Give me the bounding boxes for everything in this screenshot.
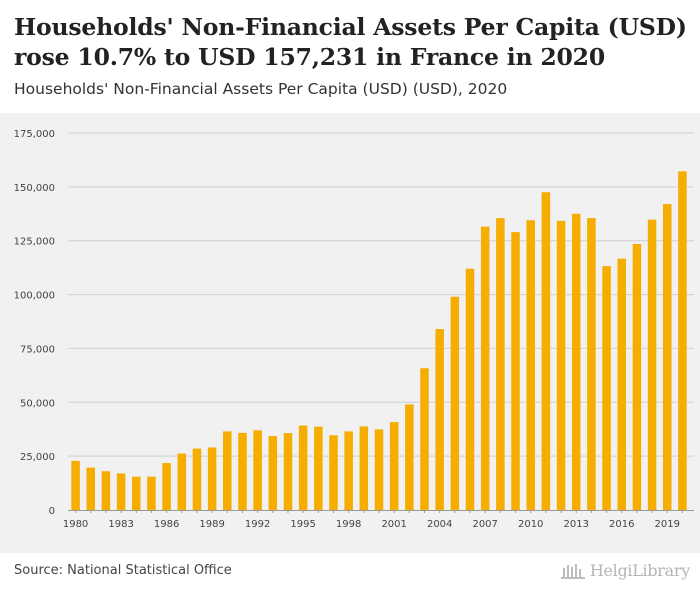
x-tick-label: 1998 bbox=[336, 519, 361, 530]
bar-2017 bbox=[632, 243, 642, 510]
bar-1997 bbox=[329, 435, 338, 510]
bar-2008 bbox=[496, 218, 505, 510]
bar-1996 bbox=[314, 426, 323, 510]
bar-1999 bbox=[359, 426, 369, 510]
bar-2001 bbox=[389, 422, 399, 510]
bar-1983 bbox=[116, 473, 126, 510]
bar-1995 bbox=[298, 425, 308, 510]
bar-1998 bbox=[344, 431, 353, 510]
bar-2006 bbox=[465, 268, 475, 510]
bar-2007 bbox=[480, 226, 490, 510]
x-tick-label: 2013 bbox=[563, 519, 588, 530]
x-tick-label: 1980 bbox=[63, 519, 88, 530]
bar-2011 bbox=[541, 192, 551, 510]
x-tick-label: 1983 bbox=[108, 519, 133, 530]
bar-2015 bbox=[602, 266, 611, 510]
x-tick-label: 1986 bbox=[154, 519, 179, 530]
y-tick-label: 150,000 bbox=[14, 183, 55, 194]
y-tick-label: 75,000 bbox=[20, 344, 55, 355]
library-icon bbox=[560, 563, 585, 579]
bar-2010 bbox=[526, 220, 535, 510]
bar-2018 bbox=[647, 219, 657, 510]
x-tick-label: 1992 bbox=[245, 519, 270, 530]
y-tick-label: 125,000 bbox=[14, 237, 55, 248]
bar-1994 bbox=[283, 433, 293, 510]
x-tick-label: 2007 bbox=[472, 519, 497, 530]
bar-1982 bbox=[101, 471, 111, 510]
x-tick-label: 2001 bbox=[381, 519, 406, 530]
bar-2020 bbox=[678, 171, 687, 510]
bar-1990 bbox=[223, 431, 232, 510]
bar-1987 bbox=[177, 453, 187, 510]
x-tick-label: 2019 bbox=[655, 519, 680, 530]
bar-2000 bbox=[374, 429, 384, 510]
bar-1991 bbox=[238, 432, 247, 510]
brand-name: HelgiLibrary bbox=[589, 561, 690, 580]
header: Households' Non-Financial Assets Per Cap… bbox=[0, 0, 700, 113]
bar-chart: 0 25,000 50,000 75,000 100,000 125,000 150,000… bbox=[14, 129, 694, 530]
x-tick-label: 1989 bbox=[199, 519, 224, 530]
x-tick-label: 1995 bbox=[290, 519, 315, 530]
bar-1989 bbox=[207, 447, 217, 510]
bar-2009 bbox=[511, 232, 520, 510]
bar-1984 bbox=[132, 476, 141, 510]
y-tick-label: 50,000 bbox=[20, 398, 55, 409]
bar-2012 bbox=[556, 220, 566, 510]
bar-1992 bbox=[253, 430, 262, 510]
x-tick-label: 2010 bbox=[518, 519, 543, 530]
chart-subtitle: Households' Non-Financial Assets Per Cap… bbox=[14, 80, 508, 98]
bar-2014 bbox=[587, 218, 596, 510]
bar-1986 bbox=[162, 463, 171, 510]
page-title: Households' Non-Financial Assets Per Cap… bbox=[14, 13, 687, 71]
bar-1980 bbox=[71, 460, 80, 510]
bar-2019 bbox=[662, 204, 672, 510]
y-tick-label: 100,000 bbox=[14, 291, 55, 302]
y-tick-label: 25,000 bbox=[20, 452, 55, 463]
bar-2003 bbox=[420, 368, 429, 510]
bar-1988 bbox=[192, 448, 202, 510]
brand-logo: HelgiLibrary bbox=[560, 561, 690, 580]
bar-1981 bbox=[86, 467, 96, 510]
bar-2002 bbox=[405, 404, 414, 510]
y-tick-label: 175,000 bbox=[14, 129, 55, 140]
bar-1985 bbox=[147, 476, 156, 510]
bar-2004 bbox=[435, 329, 444, 510]
y-tick-label: 0 bbox=[49, 506, 55, 517]
bar-2013 bbox=[571, 213, 581, 510]
bar-2005 bbox=[450, 296, 460, 510]
x-tick-label: 2016 bbox=[609, 519, 634, 530]
source-note: Source: National Statistical Office bbox=[14, 563, 232, 578]
bar-1993 bbox=[268, 436, 278, 510]
x-tick-label: 2004 bbox=[427, 519, 452, 530]
bar-2016 bbox=[617, 258, 626, 510]
